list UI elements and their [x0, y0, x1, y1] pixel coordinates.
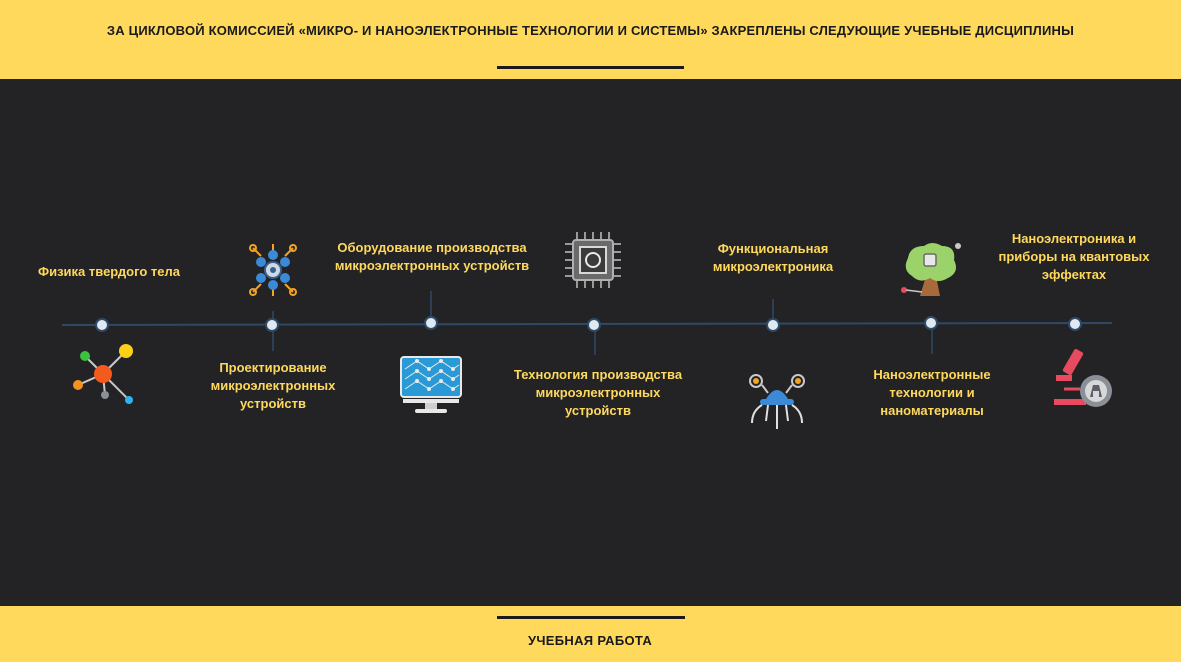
discipline-label-7: Наноэлектроника и приборы на квантовых э…: [998, 231, 1150, 282]
microchip-icon: [565, 232, 621, 288]
discipline-label-4: Технология производства микроэлектронных…: [513, 367, 683, 418]
page-title: ЗА ЦИКЛОВОЙ КОМИССИЕЙ «МИКРО- И НАНОЭЛЕК…: [106, 23, 1075, 38]
molecule-icon: [73, 344, 133, 404]
nanorobot-icon: [749, 374, 805, 429]
discipline-label-2: Проектирование микроэлектронных устройст…: [210, 360, 336, 411]
timeline-node-5: [766, 318, 780, 332]
title-underline: [497, 66, 684, 69]
discipline-label-5: Функциональная микроэлектроника: [712, 241, 834, 274]
timeline-node-1: [95, 318, 109, 332]
atom-network-icon: [249, 244, 297, 296]
microscope-icon: [1054, 348, 1112, 407]
timeline-node-3: [424, 316, 438, 330]
discipline-label-1: Физика твердого тела: [38, 264, 180, 279]
footer-underline: [497, 616, 685, 619]
timeline-node-4: [587, 318, 601, 332]
timeline-node-2: [265, 318, 279, 332]
timeline-axis: [61, 291, 1113, 355]
header-banner: ЗА ЦИКЛОВОЙ КОМИССИЕЙ «МИКРО- И НАНОЭЛЕК…: [0, 0, 1181, 79]
footer-banner: УЧЕБНАЯ РАБОТА: [0, 606, 1181, 662]
chip-tree-icon: [901, 243, 961, 296]
discipline-label-3: Оборудование производства микроэлектронн…: [334, 240, 530, 273]
disciplines-timeline: Физика твердого тела Проектирование микр…: [0, 79, 1181, 606]
timeline-node-6: [924, 316, 938, 330]
discipline-label-6: Наноэлектронные технологии и наноматериа…: [873, 367, 991, 418]
monitor-lattice-icon: [400, 356, 462, 413]
footer-section-label: УЧЕБНАЯ РАБОТА: [527, 633, 653, 648]
timeline-node-7: [1068, 317, 1082, 331]
